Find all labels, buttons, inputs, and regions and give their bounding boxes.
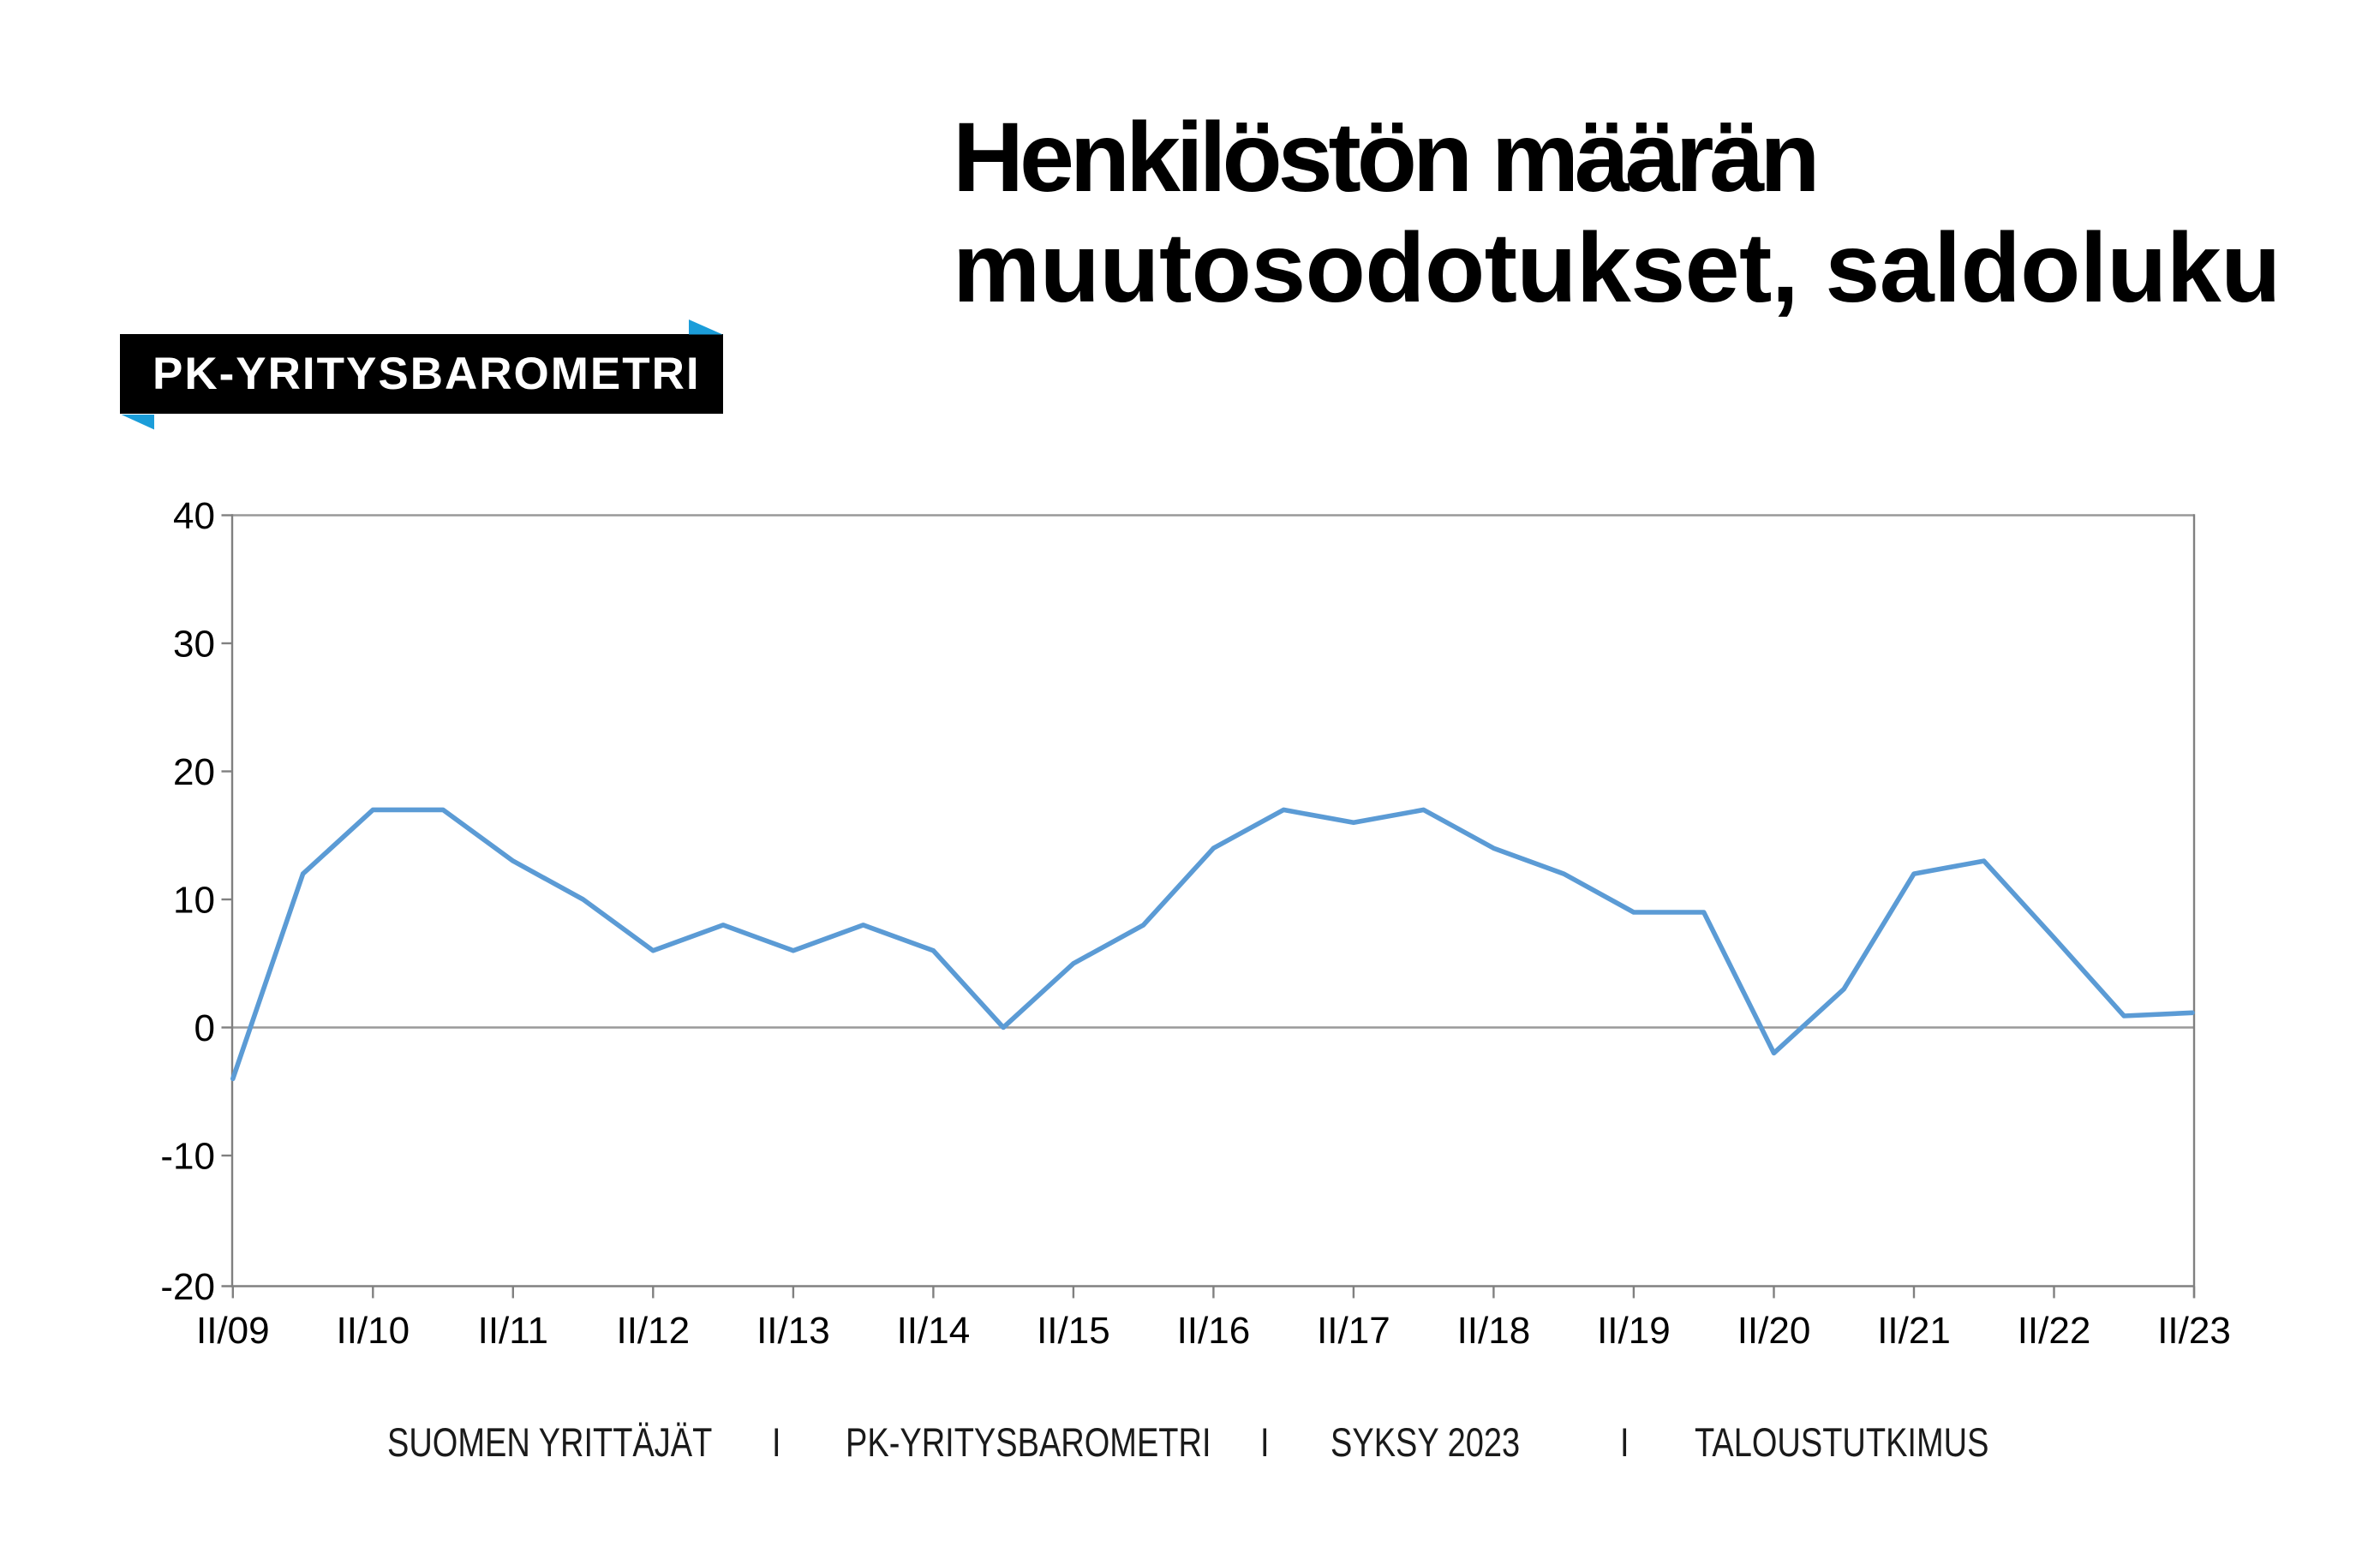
svg-text:10: 10 [173, 880, 215, 922]
svg-text:II/14: II/14 [897, 1310, 971, 1352]
svg-text:II/17: II/17 [1317, 1310, 1390, 1352]
svg-text:II/22: II/22 [2018, 1310, 2091, 1352]
svg-text:II/19: II/19 [1597, 1310, 1671, 1352]
svg-text:II/18: II/18 [1457, 1310, 1531, 1352]
svg-text:II/23: II/23 [2157, 1310, 2231, 1352]
svg-text:II/21: II/21 [1877, 1310, 1951, 1352]
svg-text:20: 20 [173, 751, 215, 793]
svg-text:0: 0 [194, 1007, 215, 1049]
svg-text:II/12: II/12 [616, 1310, 690, 1352]
svg-text:II/10: II/10 [336, 1310, 410, 1352]
svg-text:II/15: II/15 [1037, 1310, 1110, 1352]
svg-text:II/16: II/16 [1177, 1310, 1251, 1352]
svg-text:II/13: II/13 [756, 1310, 830, 1352]
svg-text:40: 40 [173, 495, 215, 537]
svg-text:30: 30 [173, 624, 215, 666]
svg-text:-20: -20 [160, 1266, 215, 1308]
svg-text:II/11: II/11 [478, 1310, 548, 1352]
svg-text:-10: -10 [160, 1136, 215, 1178]
svg-text:II/09: II/09 [196, 1310, 270, 1352]
svg-text:II/20: II/20 [1737, 1310, 1811, 1352]
